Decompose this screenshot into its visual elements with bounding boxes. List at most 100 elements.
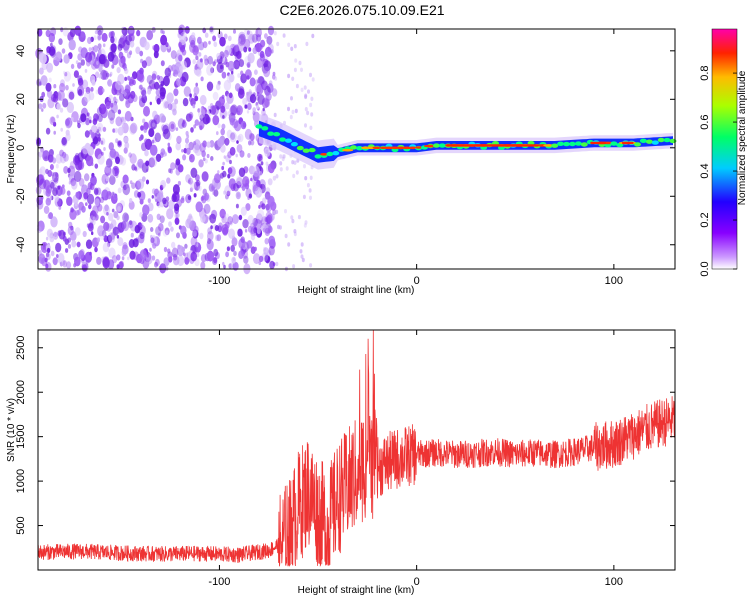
noise-speckle [109, 71, 113, 76]
signal-blob [616, 142, 624, 148]
noise-speckle [124, 213, 130, 222]
noise-speckle [246, 30, 250, 35]
noise-speckle [121, 116, 126, 125]
noise-speckle [271, 88, 278, 97]
noise-speckle [228, 92, 233, 99]
noise-speckle [227, 216, 233, 225]
noise-speckle [226, 73, 234, 84]
noise-speckle [105, 177, 109, 182]
noise-speckle [58, 38, 63, 45]
noise-speckle [116, 215, 120, 221]
noise-speckle [134, 225, 141, 234]
signal-peak [342, 148, 354, 152]
noise-speckle [63, 70, 66, 75]
noise-speckle [55, 153, 63, 164]
y-tick-label: 2000 [15, 380, 27, 404]
noise-speckle [287, 73, 291, 79]
noise-speckle [171, 247, 179, 258]
noise-speckle [154, 132, 161, 143]
signal-blob [350, 145, 357, 150]
noise-speckle [53, 130, 56, 135]
noise-speckle [304, 94, 308, 100]
signal-blob [285, 138, 292, 143]
noise-speckle [223, 155, 226, 159]
noise-speckle [293, 160, 297, 165]
noise-speckle [109, 117, 115, 125]
noise-speckle [238, 167, 246, 178]
noise-speckle [104, 204, 109, 212]
noise-speckle [167, 103, 173, 111]
noise-speckle [279, 154, 283, 159]
noise-speckle [174, 213, 178, 219]
noise-speckle [110, 36, 115, 44]
noise-speckle [115, 229, 120, 234]
noise-speckle [139, 212, 143, 218]
noise-speckle [190, 127, 194, 133]
noise-speckle [212, 35, 217, 42]
y-tick-label: 20 [15, 93, 27, 105]
noise-speckle [54, 194, 60, 202]
noise-speckle [53, 231, 58, 238]
noise-speckle [181, 49, 187, 56]
noise-speckle [38, 151, 43, 158]
noise-speckle [169, 168, 173, 174]
signal-blob [663, 137, 671, 143]
noise-speckle [236, 175, 243, 186]
noise-speckle [248, 33, 255, 44]
noise-speckle [291, 160, 295, 165]
noise-speckle [50, 216, 58, 228]
noise-speckle [207, 55, 214, 65]
noise-speckle [267, 163, 275, 174]
noise-speckle [166, 92, 174, 104]
noise-speckle [237, 228, 243, 237]
noise-speckle [116, 67, 121, 74]
noise-speckle [246, 240, 253, 249]
noise-speckle [291, 218, 295, 224]
noise-speckle [307, 89, 310, 94]
noise-speckle [89, 129, 93, 135]
noise-speckle [262, 107, 265, 112]
noise-speckle [148, 128, 155, 138]
signal-blob [657, 137, 665, 143]
signal-blob [551, 143, 559, 148]
noise-speckle [304, 176, 308, 181]
noise-speckle [131, 182, 136, 189]
noise-speckle [207, 238, 211, 245]
noise-speckle [216, 131, 219, 136]
signal-blob [634, 142, 641, 147]
y-tick-label: -20 [15, 188, 27, 204]
noise-speckle [193, 86, 200, 95]
noise-speckle [182, 154, 187, 161]
noise-speckle [179, 31, 188, 43]
noise-speckle [99, 196, 105, 204]
noise-speckle [48, 77, 52, 83]
noise-speckle [109, 73, 112, 78]
noise-speckle [100, 137, 106, 146]
noise-speckle [55, 172, 59, 178]
signal-blob [261, 126, 269, 131]
noise-speckle [156, 213, 161, 220]
noise-speckle [150, 227, 154, 232]
noise-speckle [129, 180, 133, 185]
noise-speckle [269, 260, 275, 270]
snr-plot-frame [37, 329, 676, 571]
noise-speckle [216, 106, 220, 111]
noise-speckle [167, 142, 171, 147]
noise-speckle [67, 31, 74, 42]
noise-speckle [197, 62, 200, 68]
noise-speckle [244, 104, 248, 109]
noise-speckle [293, 67, 297, 73]
noise-speckle [206, 81, 214, 92]
noise-speckle [171, 194, 177, 203]
noise-speckle [92, 118, 98, 125]
noise-speckle [292, 264, 296, 269]
noise-speckle [74, 227, 81, 236]
noise-speckle [193, 193, 197, 198]
noise-speckle [249, 227, 256, 237]
noise-speckle [158, 113, 166, 123]
noise-speckle [191, 32, 196, 39]
noise-speckle [123, 184, 127, 191]
noise-speckle [50, 42, 53, 48]
noise-speckle [144, 41, 150, 51]
noise-speckle [150, 237, 155, 244]
